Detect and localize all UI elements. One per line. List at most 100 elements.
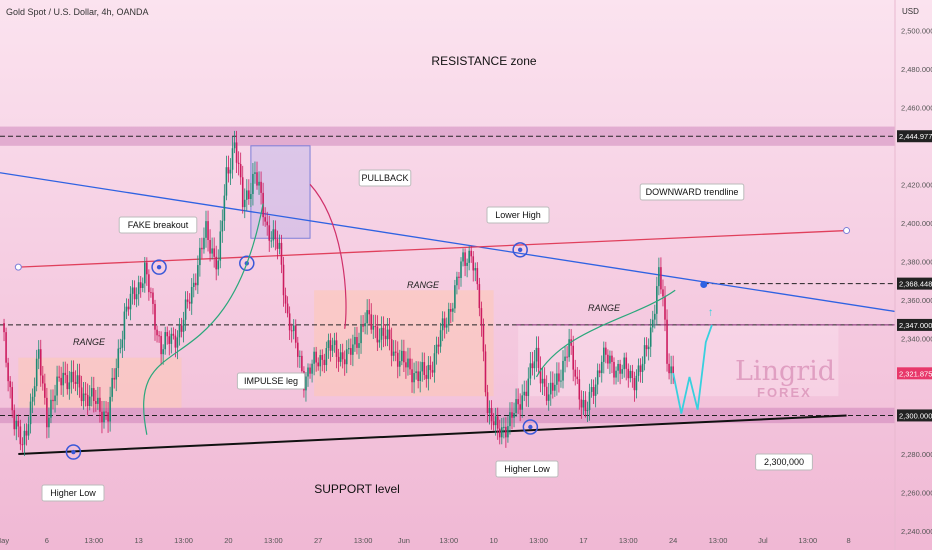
candle-body-42: [86, 394, 89, 407]
candle-body-318: [649, 327, 652, 347]
candle-body-285: [582, 399, 585, 408]
candle-body-260: [531, 363, 534, 369]
candle-body-239: [488, 408, 491, 414]
resistance-band: [0, 126, 895, 146]
candle-body-36: [74, 381, 77, 384]
candle-body-221: [452, 308, 454, 312]
candle-body-170: [348, 348, 350, 350]
candle-body-325: [664, 296, 666, 320]
candle-body-139: [284, 295, 287, 304]
candle-body-72: [148, 274, 150, 293]
candle-body-268: [547, 394, 550, 401]
candle-body-150: [307, 367, 309, 377]
candle-body-77: [158, 335, 160, 337]
candle-body-311: [635, 375, 638, 391]
x-tick-17: Jul: [758, 536, 768, 545]
watermark-line2: FOREX: [757, 385, 812, 400]
candle-body-195: [399, 361, 401, 367]
x-tick-12: 13:00: [529, 536, 548, 545]
candle-body-6: [13, 410, 16, 430]
y-tick-3: 2,420.000: [901, 180, 932, 189]
x-tick-11: 10: [489, 536, 497, 545]
candle-body-159: [325, 348, 328, 366]
candle-body-302: [617, 363, 619, 371]
downward-trendline: [0, 172, 896, 313]
x-tick-16: 13:00: [709, 536, 728, 545]
projection-arrow: ↑: [708, 306, 714, 318]
candle-body-26: [54, 395, 56, 402]
candle-body-197: [403, 350, 405, 363]
candle-body-240: [490, 408, 493, 422]
y-tick-10: 2,240.000: [901, 527, 932, 536]
candle-body-269: [549, 382, 552, 395]
candle-body-175: [358, 343, 360, 348]
candle-body-222: [454, 285, 456, 309]
candle-body-141: [288, 313, 291, 331]
candle-body-281: [574, 369, 577, 377]
lines-layer: [0, 135, 896, 455]
x-tick-2: 13:00: [84, 536, 103, 545]
candle-body-235: [480, 308, 483, 326]
candle-body-98: [201, 247, 203, 250]
support-level-label: SUPPORT level: [314, 482, 400, 496]
candle-body-61: [125, 306, 128, 312]
y-tick-4: 2,400.000: [901, 219, 932, 228]
candle-body-59: [121, 339, 124, 348]
candle-body-225: [460, 261, 462, 278]
candle-body-5: [11, 387, 13, 411]
candle-body-31: [64, 372, 67, 376]
candle-body-78: [160, 335, 162, 355]
candle-body-215: [439, 330, 442, 347]
x-tick-15: 24: [669, 536, 677, 545]
candle-body-226: [462, 252, 464, 262]
candle-body-199: [407, 358, 409, 368]
candle-body-62: [127, 306, 130, 310]
candle-body-44: [90, 388, 93, 397]
candle-body-223: [456, 276, 458, 286]
candle-body-140: [286, 303, 289, 314]
candle-body-207: [423, 362, 426, 375]
fake-breakout-box: [250, 145, 311, 239]
candle-body-74: [152, 292, 154, 304]
candle-body-180: [368, 310, 370, 315]
candle-body-23: [48, 417, 50, 428]
x-tick-9: Jun: [398, 536, 410, 545]
y-tick-7: 2,340.000: [901, 334, 932, 343]
candle-body-71: [146, 262, 148, 275]
candle-body-22: [46, 397, 48, 428]
candle-body-166: [339, 352, 342, 362]
candle-body-66: [135, 294, 138, 300]
candle-body-48: [99, 397, 101, 412]
candle-body-204: [417, 371, 419, 382]
target-label-box: [755, 453, 813, 471]
candle-body-75: [154, 303, 156, 330]
candle-body-188: [384, 335, 387, 340]
candle-body-94: [192, 282, 195, 287]
candle-body-91: [186, 299, 189, 302]
candle-body-17: [35, 358, 38, 387]
candle-body-244: [498, 428, 501, 438]
candle-body-43: [88, 396, 91, 407]
candle-body-102: [209, 240, 211, 254]
candle-body-314: [641, 363, 644, 372]
price-tag-box-1: [897, 277, 932, 290]
candle-body-217: [443, 318, 446, 328]
symbol-title: Gold Spot / U.S. Dollar, 4h, OANDA: [6, 7, 149, 17]
candle-body-33: [68, 382, 71, 390]
candle-body-60: [123, 311, 126, 340]
x-tick-7: 27: [314, 536, 322, 545]
candle-body-259: [529, 363, 532, 379]
candle-body-309: [631, 370, 634, 379]
candle-body-87: [178, 325, 181, 338]
candle-body-198: [405, 362, 407, 368]
candle-body-181: [370, 314, 373, 330]
x-tick-13: 17: [579, 536, 587, 545]
candle-body-276: [564, 356, 566, 361]
higher-low-label-2: Higher Low: [504, 464, 550, 474]
candle-body-27: [56, 376, 58, 396]
y-tick-1: 2,480.000: [901, 65, 932, 74]
candle-body-138: [282, 264, 285, 296]
price-tag-1: 2,368.448: [899, 280, 932, 289]
projection-path: [672, 324, 713, 414]
